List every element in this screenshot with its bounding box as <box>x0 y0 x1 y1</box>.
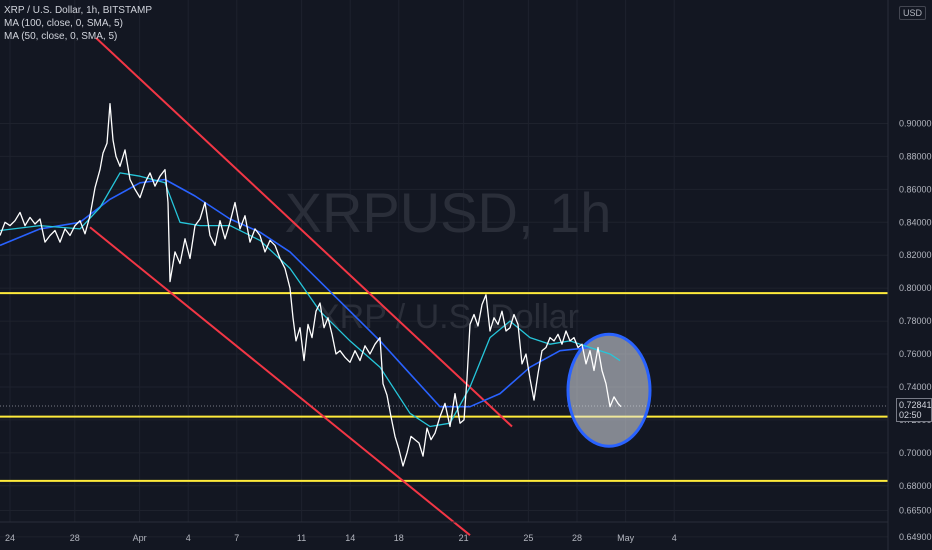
last-price-value: 0.72841 <box>899 400 932 411</box>
channel-line <box>95 37 513 428</box>
last-price-tag: 0.72841 02:50 <box>896 398 932 423</box>
x-tick-label: 11 <box>297 533 306 543</box>
y-tick-label: 0.68000 <box>899 481 932 491</box>
x-tick-label: 21 <box>459 533 469 543</box>
x-tick-label: 7 <box>234 533 239 543</box>
legend-symbol: XRP / U.S. Dollar, 1h, BITSTAMP <box>4 5 153 16</box>
y-tick-label: 0.64900 <box>899 532 932 542</box>
watermark-symbol: XRPUSD, 1h <box>285 181 612 244</box>
legend-ma50: MA (50, close, 0, SMA, 5) <box>4 31 118 42</box>
bar-countdown: 02:50 <box>899 410 922 421</box>
legend-ma100: MA (100, close, 0, SMA, 5) <box>4 18 123 29</box>
drawings <box>0 37 888 536</box>
x-tick-label: May <box>617 533 635 543</box>
y-tick-label: 0.78000 <box>899 316 932 326</box>
y-tick-label: 0.88000 <box>899 151 932 161</box>
x-tick-label: 4 <box>186 533 191 543</box>
y-tick-label: 0.82000 <box>899 250 932 260</box>
x-tick-label: 24 <box>5 533 15 543</box>
y-tick-label: 0.66500 <box>899 505 932 515</box>
chart-grid <box>0 0 888 538</box>
price-series-line <box>0 103 622 467</box>
channel-line <box>89 226 471 536</box>
x-tick-label: 4 <box>672 533 677 543</box>
y-tick-label: 0.76000 <box>899 349 932 359</box>
watermark-name: XRP / U.S. Dollar <box>317 298 579 336</box>
currency-unit-badge[interactable]: USD <box>898 6 926 20</box>
y-tick-label: 0.86000 <box>899 184 932 194</box>
chart-legend: XRP / U.S. Dollar, 1h, BITSTAMP MA (100,… <box>4 4 152 43</box>
x-tick-label: 25 <box>523 533 533 543</box>
x-tick-label: 28 <box>70 533 80 543</box>
x-tick-label: 18 <box>394 533 404 543</box>
x-tick-label: Apr <box>133 533 147 543</box>
y-tick-label: 0.90000 <box>899 119 932 129</box>
highlight-ellipse <box>566 332 652 448</box>
y-tick-label: 0.74000 <box>899 382 932 392</box>
x-tick-label: 28 <box>572 533 582 543</box>
y-tick-label: 0.80000 <box>899 283 932 293</box>
series-layer <box>0 103 622 467</box>
y-tick-label: 0.84000 <box>899 217 932 227</box>
y-tick-label: 0.70000 <box>899 448 932 458</box>
ma100-series-line <box>0 178 591 408</box>
x-tick-label: 14 <box>345 533 355 543</box>
ma50-series-line <box>0 172 621 428</box>
